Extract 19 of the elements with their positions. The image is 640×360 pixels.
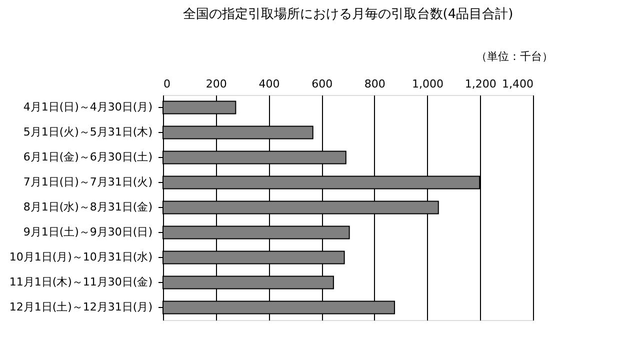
x-tick-label: 400 [258,78,280,90]
x-tick-label: 1,000 [412,78,444,90]
x-tick-label: 1,400 [502,78,534,90]
y-tick-label: 7月1日(日)～7月31日(火) [23,176,152,188]
y-tick-label: 12月1日(土)～12月31日(月) [9,300,152,314]
y-tick-label: 8月1日(水)～8月31日(金) [23,200,152,214]
x-tick-label: 1,200 [464,78,496,90]
chart-title: 全国の指定引取場所における月毎の引取台数(4品目合計) [182,7,514,22]
x-tick-label: 200 [206,78,227,90]
x-tick-label: 600 [312,78,333,90]
y-tick-label: 5月1日(火)～5月31日(木) [23,126,152,138]
y-tick-label: 4月1日(日)～4月30日(月) [23,100,152,114]
text: （単位：千台） [476,50,553,63]
y-tick-label: 10月1日(月)～10月31日(水) [9,250,152,264]
y-tick-label: 6月1日(金)～6月30日(土) [23,150,152,164]
y-tick-label: 9月1日(土)～9月30日(日) [23,226,152,238]
x-tick-label: 800 [364,78,386,90]
y-tick-label: 11月1日(木)～11月30日(金) [9,276,152,288]
x-tick-label: 0 [164,78,170,90]
